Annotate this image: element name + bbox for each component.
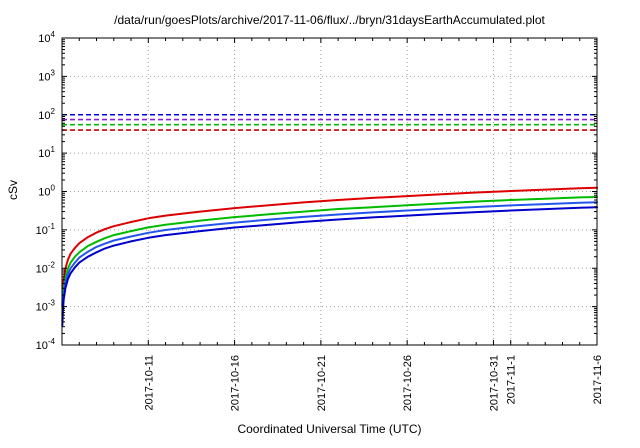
x-axis-label: Coordinated Universal Time (UTC) [237, 422, 422, 436]
y-tick-label: 10-3 [36, 299, 56, 314]
x-tick-label: 2017-10-21 [316, 355, 328, 411]
y-tick-label: 10-2 [36, 260, 56, 275]
y-tick-label: 10-1 [36, 222, 56, 237]
x-tick-label: 2017-11-6 [592, 355, 604, 404]
series-line-red [61, 186, 598, 308]
x-tick-label: 2017-10-11 [143, 355, 155, 410]
y-tick-label: 102 [38, 107, 55, 122]
x-tick-label: 2017-10-31 [488, 355, 500, 411]
y-tick-label: 10-4 [36, 337, 56, 352]
y-tick-label: 100 [38, 184, 55, 199]
x-tick-label: 2017-10-16 [230, 355, 242, 411]
y-tick-label: 103 [38, 68, 55, 83]
series-line-blue-upper [61, 201, 598, 323]
x-tick-label: 2017-11-1 [506, 355, 518, 404]
x-tick-label: 2017-10-26 [402, 355, 414, 411]
y-tick-label: 104 [38, 30, 55, 45]
y-tick-label: 101 [38, 145, 55, 160]
series-line-green [61, 196, 598, 317]
chart-title: /data/run/goesPlots/archive/2017-11-06/f… [114, 13, 545, 27]
series-line-blue-lower [61, 206, 598, 328]
plot-border [61, 37, 598, 346]
